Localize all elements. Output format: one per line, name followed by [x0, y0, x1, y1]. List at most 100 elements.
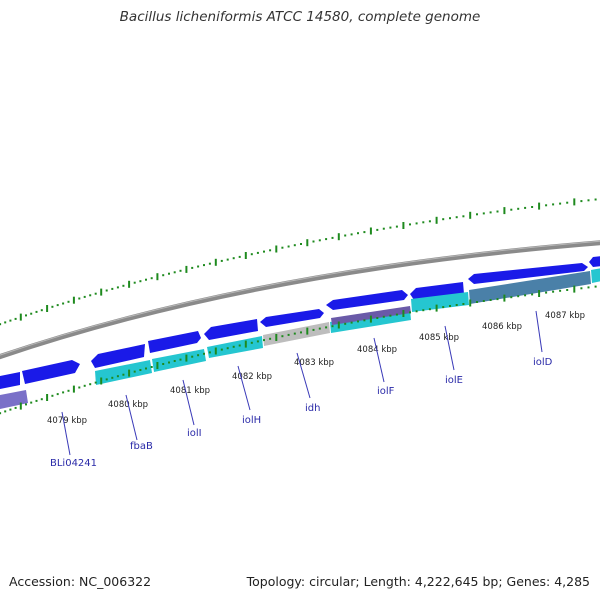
minor-tick	[318, 327, 321, 330]
gene-label-iole[interactable]: iolE	[445, 375, 463, 386]
minor-tick	[40, 309, 43, 312]
minor-tick	[449, 217, 451, 220]
minor-tick	[30, 401, 33, 404]
gene-label-iolh[interactable]: iolH	[242, 415, 261, 426]
outer-tick-ring	[0, 198, 597, 326]
minor-tick	[357, 320, 359, 323]
cds-arrow[interactable]	[468, 263, 588, 284]
cds-arrow[interactable]	[22, 360, 80, 384]
minor-tick	[89, 294, 92, 297]
minor-tick	[422, 309, 425, 312]
minor-tick	[78, 297, 81, 300]
kbp-label: 4086 kbp	[482, 322, 522, 332]
minor-tick	[449, 305, 451, 307]
gene-label-iolf[interactable]: iolF	[377, 386, 395, 397]
cds-arrow[interactable]	[204, 319, 258, 340]
major-tick	[275, 334, 278, 341]
minor-tick	[162, 363, 165, 365]
cds-arrow[interactable]	[326, 290, 408, 310]
minor-tick	[496, 298, 499, 301]
cds-arrow[interactable]	[260, 309, 324, 327]
minor-tick	[476, 213, 478, 216]
minor-tick	[67, 389, 70, 392]
minor-tick	[545, 291, 548, 294]
major-tick	[435, 304, 438, 312]
minor-tick	[331, 325, 334, 328]
minor-tick	[293, 332, 296, 335]
minor-tick	[428, 220, 431, 223]
minor-tick	[35, 310, 38, 313]
major-tick	[573, 198, 576, 206]
cds-arrow[interactable]	[0, 372, 20, 390]
minor-tick	[197, 265, 200, 268]
major-tick	[46, 394, 49, 401]
minor-tick	[510, 296, 513, 299]
cds-block[interactable]	[95, 360, 152, 385]
minor-tick	[232, 345, 235, 348]
accession-text: Accession: NC_006322	[9, 574, 152, 589]
minor-tick	[256, 251, 259, 254]
minor-tick	[517, 207, 520, 210]
cds-block[interactable]	[152, 349, 206, 372]
gene-label-iold[interactable]: iolD	[533, 357, 553, 368]
cds-block[interactable]	[591, 268, 600, 283]
cds-block[interactable]	[0, 390, 28, 410]
major-tick	[275, 245, 278, 253]
minor-tick	[395, 313, 398, 316]
cds-block[interactable]	[331, 306, 411, 325]
minor-tick	[83, 384, 86, 387]
minor-tick	[94, 292, 97, 295]
minor-tick	[594, 198, 597, 201]
cds-block[interactable]	[469, 271, 591, 304]
cds-arrow[interactable]	[589, 256, 600, 267]
kbp-label: 4079 kbp	[47, 416, 87, 426]
minor-tick	[350, 233, 353, 236]
gene-label-idh[interactable]: idh	[305, 403, 320, 414]
genome-backbone	[0, 240, 600, 360]
minor-tick	[116, 286, 119, 289]
cds-arrow[interactable]	[91, 344, 145, 368]
minor-tick	[363, 231, 366, 234]
minor-tick	[344, 322, 347, 325]
minor-tick	[312, 240, 315, 243]
minor-tick	[442, 218, 445, 221]
major-tick	[100, 377, 103, 385]
cds-block[interactable]	[263, 322, 330, 346]
minor-tick	[409, 223, 411, 226]
minor-tick	[35, 399, 38, 402]
gene-labels: BLi04241 fbaB iolI iolH idh iolF iolE io…	[50, 357, 553, 469]
minor-tick	[179, 269, 182, 272]
minor-tick	[89, 383, 92, 386]
cds-arrow[interactable]	[148, 331, 201, 353]
minor-tick	[0, 323, 2, 326]
minor-tick	[363, 319, 366, 322]
cds-block[interactable]	[411, 292, 469, 312]
minor-tick	[203, 352, 205, 355]
minor-tick	[415, 222, 418, 225]
genome-summary-text: Topology: circular; Length: 4,222,645 bp…	[246, 574, 590, 589]
minor-tick	[552, 203, 555, 206]
minor-tick	[325, 326, 328, 329]
minor-tick	[133, 370, 136, 373]
gene-label-fbab[interactable]: fbaB	[130, 441, 153, 452]
major-tick	[337, 321, 340, 329]
major-tick	[573, 285, 576, 293]
minor-tick	[4, 321, 7, 324]
major-tick	[469, 211, 472, 219]
callout-line	[125, 394, 138, 441]
gene-label-bli04241[interactable]: BLi04241	[50, 458, 97, 469]
minor-tick	[489, 211, 492, 214]
minor-tick	[62, 302, 65, 305]
minor-tick	[422, 221, 425, 224]
minor-tick	[482, 212, 485, 215]
genome-title: Bacillus licheniformis ATCC 14580, compl…	[119, 9, 481, 25]
minor-tick	[312, 328, 315, 331]
major-tick	[337, 233, 340, 241]
minor-tick	[376, 317, 379, 319]
gene-label-ioli[interactable]: iolI	[187, 428, 202, 439]
cds-block[interactable]	[207, 336, 263, 358]
callout-line	[61, 411, 71, 456]
minor-tick	[133, 281, 136, 284]
major-tick	[244, 340, 247, 348]
minor-tick	[566, 289, 569, 291]
